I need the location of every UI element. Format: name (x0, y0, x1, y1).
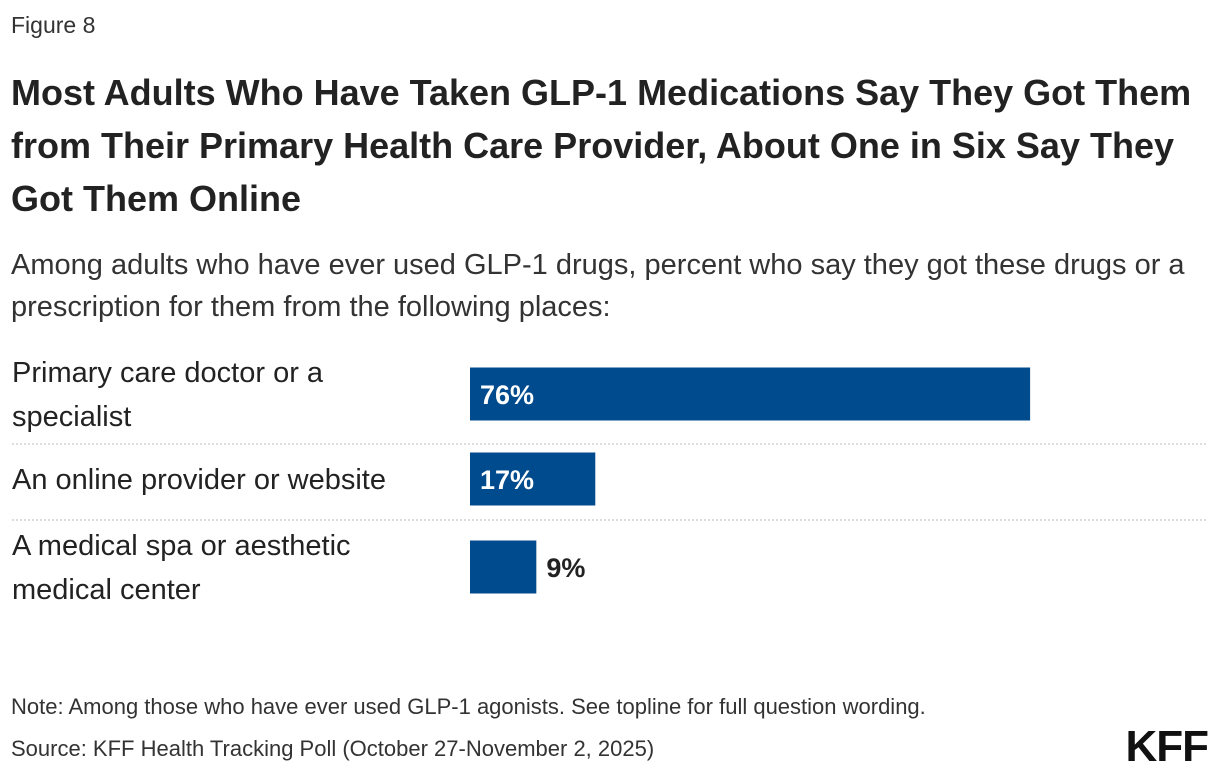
bar-chart: Primary care doctor or a specialist 76% An … (12, 357, 1208, 606)
bar (470, 452, 596, 506)
kff-logo: KFF (1125, 722, 1209, 771)
chart-subtitle: Among adults who have ever used GLP-1 dr… (11, 249, 1185, 323)
chart-note: Note: Among those who have ever used GLP… (11, 694, 926, 719)
chart-source: Source: KFF Health Tracking Poll (Octobe… (11, 736, 655, 761)
data-label: 17% (480, 465, 534, 495)
category-label: Primary care doctor or a specialist (12, 357, 324, 433)
bar (470, 540, 537, 594)
figure-label: Figure 8 (11, 12, 96, 38)
category-label: A medical spa or aesthetic medical center (12, 530, 351, 606)
data-label: 76% (480, 380, 534, 410)
chart-title: Most Adults Who Have Taken GLP-1 Medicat… (11, 72, 1192, 219)
data-label: 9% (546, 553, 585, 583)
category-label: An online provider or website (12, 464, 386, 496)
bar (470, 367, 1031, 421)
